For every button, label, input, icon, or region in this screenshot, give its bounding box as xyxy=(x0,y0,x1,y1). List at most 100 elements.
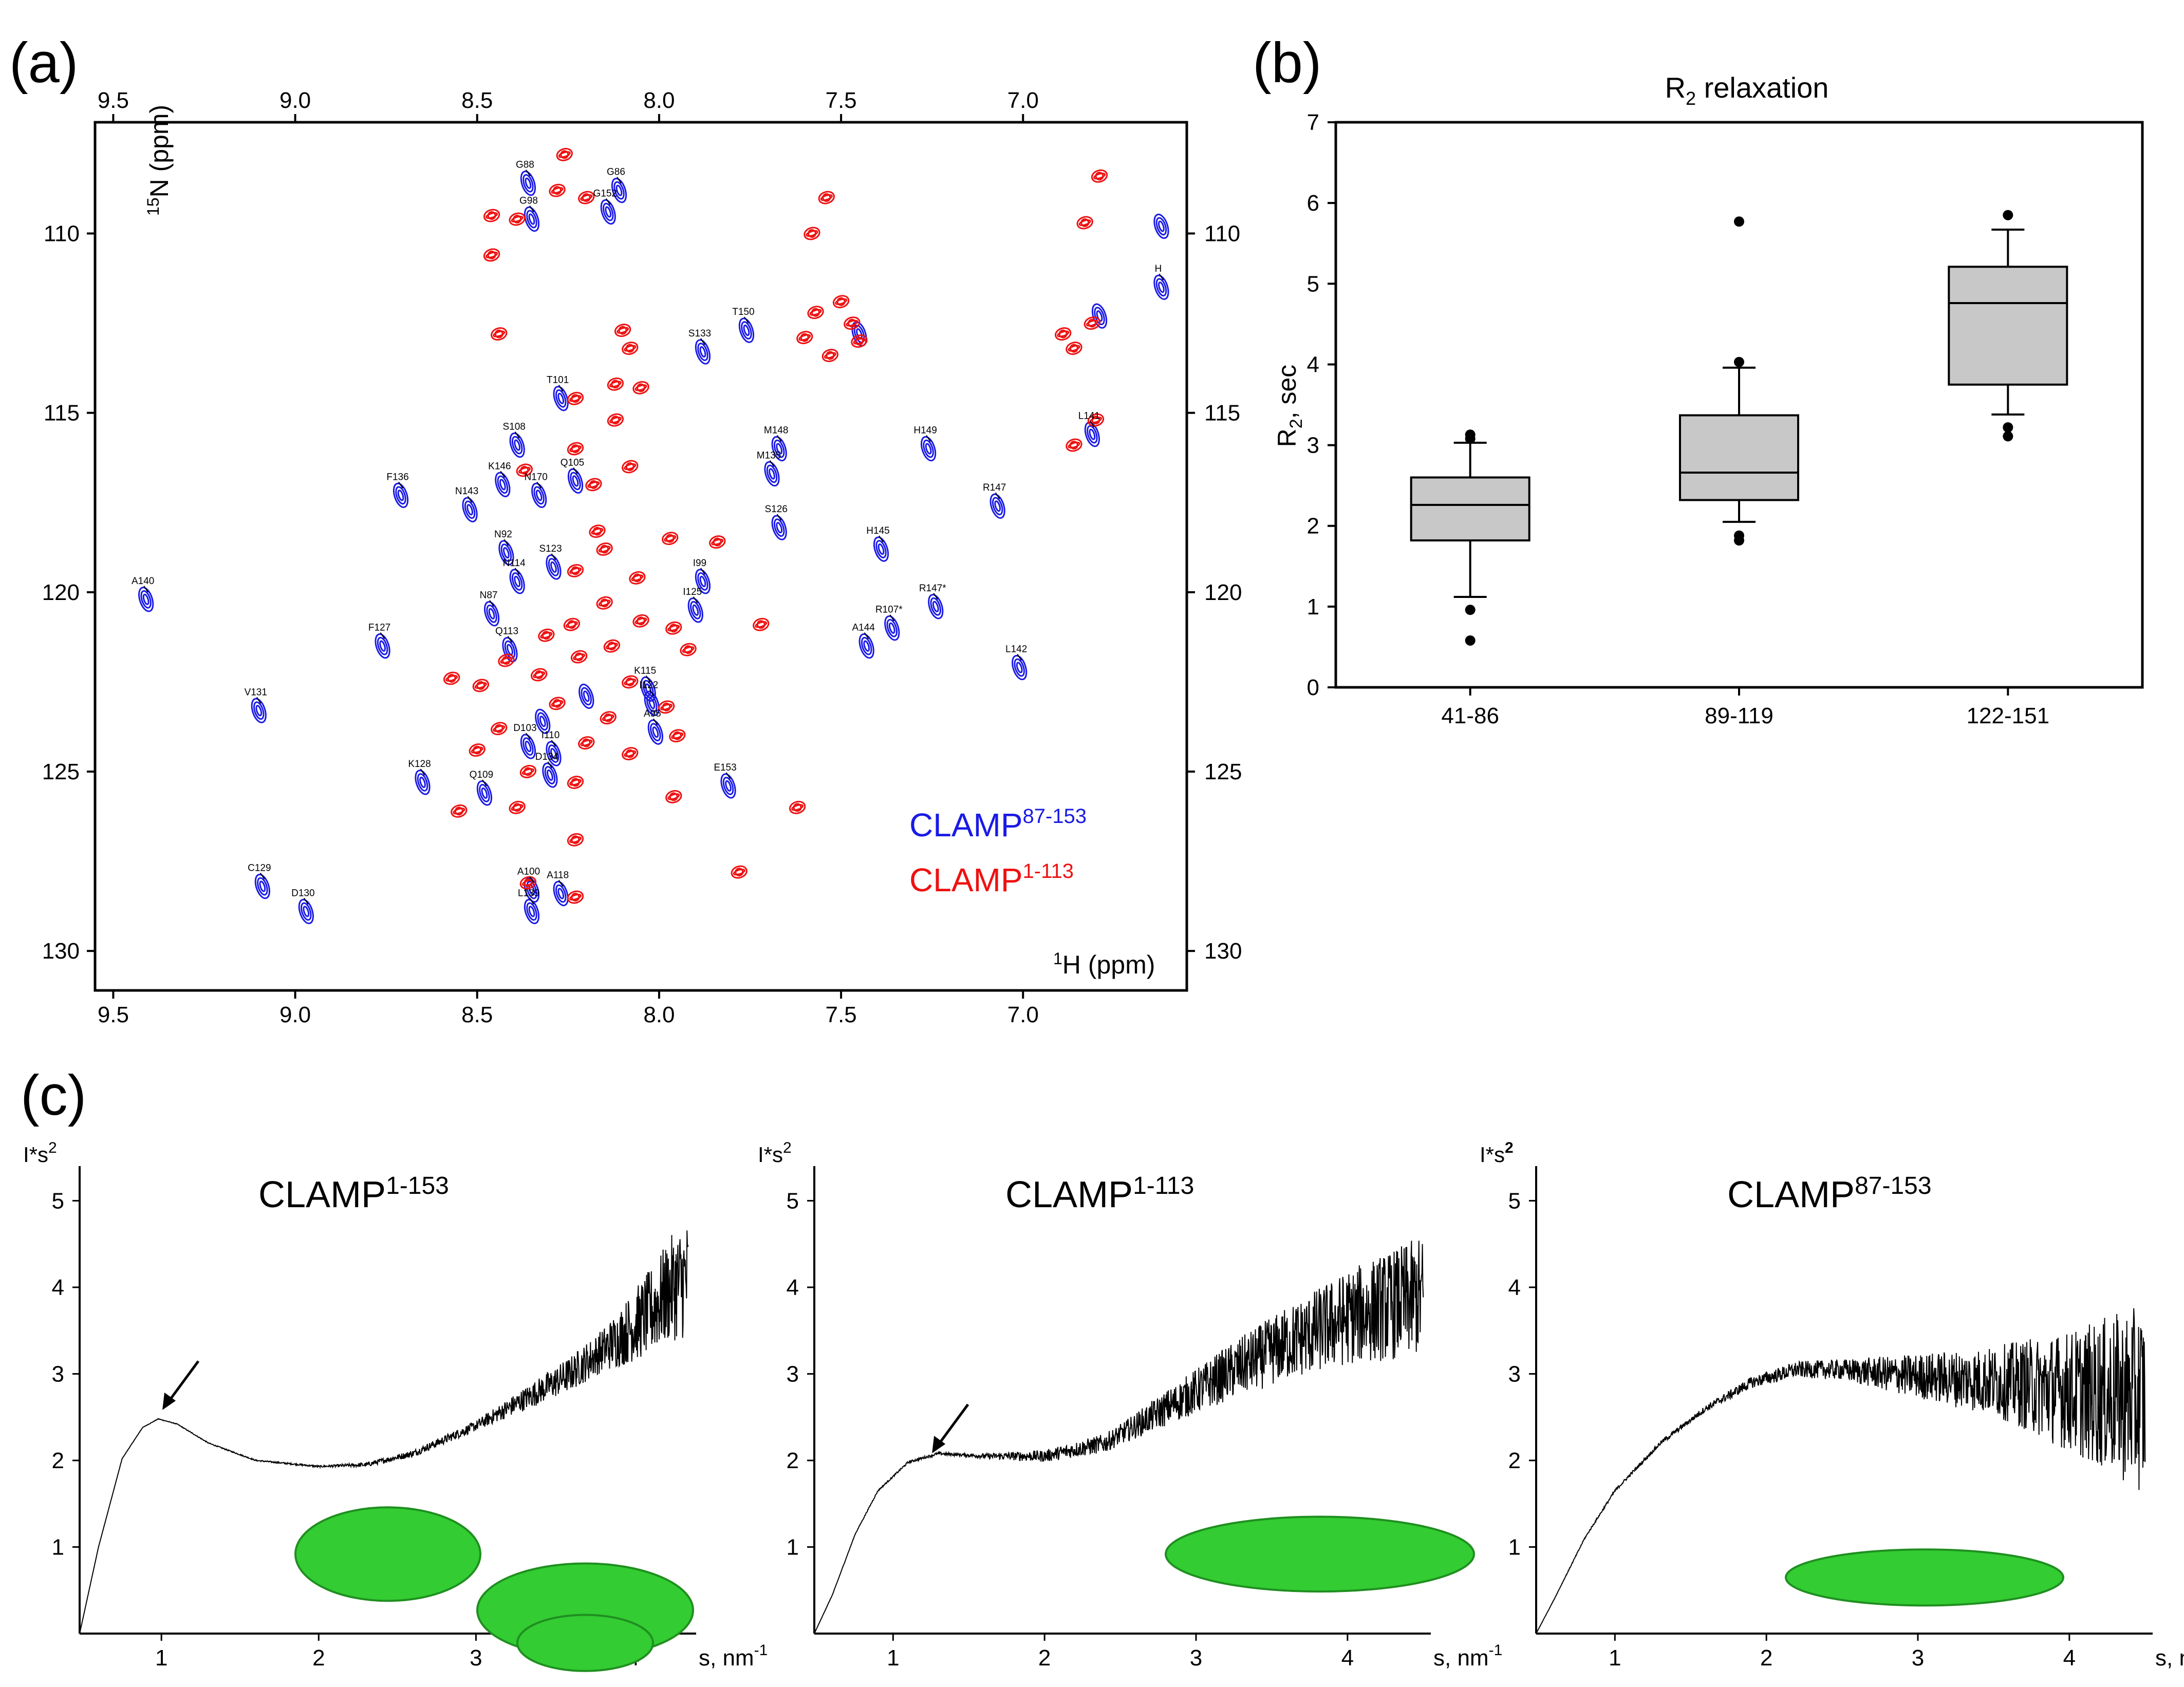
peak-contour xyxy=(1086,320,1098,327)
bead-model-blob xyxy=(294,1506,481,1602)
hsqc-x-tick-label-top: 8.5 xyxy=(461,88,493,113)
peak-contour xyxy=(753,617,770,631)
peak-contour xyxy=(631,574,644,582)
peak-label: A140 xyxy=(132,576,154,587)
hsqc-x-tick-label-top: 7.0 xyxy=(1007,88,1039,113)
peak-contour xyxy=(793,803,802,812)
peak-label-leader xyxy=(649,689,655,697)
peak-contour xyxy=(835,298,848,305)
blue-peak xyxy=(524,206,540,232)
peak-label-leader xyxy=(926,435,931,442)
saxs-title: CLAMP1-153 xyxy=(258,1172,449,1215)
peak-contour xyxy=(923,439,934,458)
peak-contour xyxy=(1058,329,1068,339)
peak-label-leader xyxy=(933,593,939,600)
peak-contour xyxy=(920,436,937,462)
peak-label-leader xyxy=(864,632,869,640)
peak-contour xyxy=(697,343,708,361)
peak-contour xyxy=(609,417,622,424)
peak-contour xyxy=(720,773,736,799)
peak-contour xyxy=(567,776,584,789)
peak-contour xyxy=(486,212,498,219)
blue-peak xyxy=(524,877,540,903)
blue-peak xyxy=(462,497,478,522)
peak-contour xyxy=(567,833,584,847)
peak-contour xyxy=(622,675,639,689)
peak-contour xyxy=(603,202,614,221)
blue-peak xyxy=(928,594,944,620)
box-41-86 xyxy=(1410,429,1530,646)
peak-contour xyxy=(1096,310,1103,322)
peak-contour xyxy=(773,439,785,458)
peak-contour xyxy=(254,873,270,899)
peak-contour xyxy=(861,636,872,655)
blue-peak xyxy=(920,436,937,462)
peak-contour xyxy=(682,646,695,653)
red-peak xyxy=(483,248,500,262)
blue-peak xyxy=(509,432,525,458)
blue-peak xyxy=(695,339,711,365)
peak-contour xyxy=(613,181,625,200)
peak-contour xyxy=(528,213,535,225)
peak-contour xyxy=(547,769,553,781)
bead-model-blob xyxy=(516,1614,654,1672)
red-peak xyxy=(567,776,584,789)
peak-label: S108 xyxy=(502,422,525,433)
peak-contour xyxy=(994,500,1001,512)
peak-contour xyxy=(771,515,787,540)
saxs-x-tick-label: 4 xyxy=(1341,1645,1354,1671)
peak-contour xyxy=(820,194,833,201)
blue-peak xyxy=(138,587,154,612)
peak-contour xyxy=(611,178,627,203)
peak-contour xyxy=(611,416,620,425)
peak-contour xyxy=(669,729,686,743)
peak-label: R147* xyxy=(919,583,946,594)
red-peak xyxy=(469,743,486,757)
peak-contour xyxy=(138,587,154,612)
outlier-point xyxy=(1734,357,1744,367)
peak-label: G98 xyxy=(519,196,538,207)
peak-label: L142 xyxy=(1005,644,1027,654)
hsqc-y-tick-label-left: 125 xyxy=(42,759,80,784)
peak-contour xyxy=(483,601,500,627)
red-peak xyxy=(622,460,639,474)
peak-contour xyxy=(738,317,755,343)
peak-contour xyxy=(731,865,748,879)
peak-contour xyxy=(464,500,476,519)
red-peak xyxy=(622,675,639,689)
r2-ticks: 0 1 2 3 4 5 6 7 41-86 89-119 122-151 xyxy=(1307,110,2050,728)
peak-label: I125 xyxy=(683,587,702,597)
peak-label: A95 xyxy=(644,708,661,719)
peak-contour xyxy=(664,535,677,542)
peak-contour xyxy=(519,876,537,890)
blue-peak xyxy=(1153,213,1169,239)
blue-peak xyxy=(720,773,736,799)
peak-contour xyxy=(301,902,312,921)
red-peak xyxy=(589,524,606,538)
peak-label-leader xyxy=(380,632,385,640)
blue-peak xyxy=(251,698,267,723)
saxs-curve xyxy=(1536,1308,2146,1634)
blue-peak xyxy=(687,597,703,623)
peak-contour xyxy=(563,617,581,631)
peak-contour xyxy=(524,898,540,924)
peak-contour xyxy=(546,741,562,766)
peak-contour xyxy=(415,770,431,795)
peak-contour xyxy=(535,708,551,734)
peak-contour xyxy=(498,653,515,667)
saxs-y-tick-label: 2 xyxy=(787,1448,799,1473)
red-peak xyxy=(538,628,555,642)
peak-contour xyxy=(598,546,611,553)
peak-contour xyxy=(605,206,612,218)
peak-contour xyxy=(525,741,532,753)
red-peak xyxy=(665,790,682,803)
saxs-x-axis-label: s, nm-1 xyxy=(1433,1642,1502,1671)
r2-x-tick-label: 89-119 xyxy=(1705,703,1774,728)
outlier-point xyxy=(1734,530,1744,541)
saxs-x-tick-label: 1 xyxy=(155,1645,167,1671)
peak-contour xyxy=(684,645,693,654)
r2-y-tick-label: 5 xyxy=(1307,271,1319,296)
peak-contour xyxy=(471,746,483,754)
peak-contour xyxy=(1091,416,1100,425)
red-peak xyxy=(818,191,835,204)
